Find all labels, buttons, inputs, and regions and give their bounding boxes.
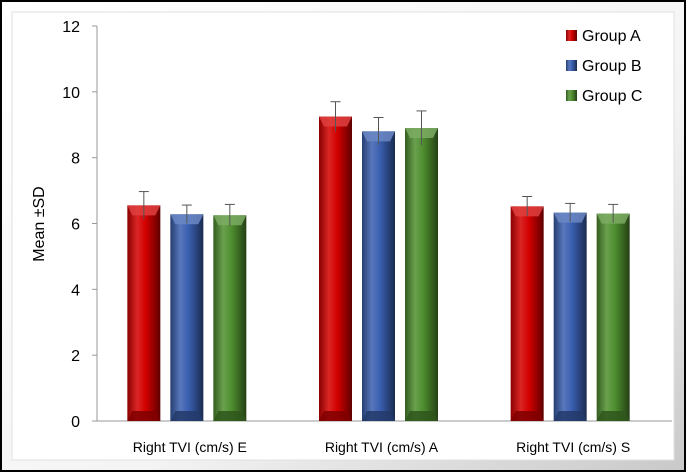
legend: Group A Group B Group C xyxy=(566,28,642,105)
bar-bottom-bevel xyxy=(596,411,630,421)
bar-bottom-bevel xyxy=(362,411,395,421)
bar-bottom-bevel xyxy=(170,411,204,421)
y-tick-label: 6 xyxy=(71,217,80,234)
bar xyxy=(319,116,352,421)
y-tick-label: 2 xyxy=(71,348,80,365)
bar xyxy=(127,205,161,421)
bar-bottom-bevel xyxy=(405,411,438,421)
bar xyxy=(596,213,630,421)
legend-swatch xyxy=(566,60,577,71)
bar-bottom-bevel xyxy=(510,411,544,421)
bar-bottom-bevel xyxy=(127,411,161,421)
bar xyxy=(362,131,395,422)
y-tick-label: 8 xyxy=(71,151,80,168)
y-tick-label: 4 xyxy=(71,282,80,299)
bar xyxy=(213,215,247,421)
legend-label: Group C xyxy=(582,88,642,105)
legend-label: Group A xyxy=(582,28,641,45)
legend-swatch xyxy=(566,90,577,101)
bar xyxy=(553,212,587,421)
bar xyxy=(510,206,544,421)
legend-label: Group B xyxy=(582,58,642,75)
x-tick-label: Right TVI (cm/s) S xyxy=(516,439,630,455)
y-axis-label: Mean ±SD xyxy=(31,186,48,261)
y-tick-label: 10 xyxy=(62,85,80,102)
x-tick-label: Right TVI (cm/s) A xyxy=(325,439,439,455)
bars xyxy=(127,101,630,422)
y-tick-label: 12 xyxy=(62,19,80,36)
y-tick-label: 0 xyxy=(71,414,80,431)
bar-bottom-bevel xyxy=(553,411,587,421)
bar xyxy=(170,214,204,421)
x-tick-label: Right TVI (cm/s) E xyxy=(133,439,247,455)
bar xyxy=(405,128,438,421)
legend-swatch xyxy=(566,30,577,41)
bar-bottom-bevel xyxy=(319,411,352,421)
bar-bottom-bevel xyxy=(213,411,247,421)
